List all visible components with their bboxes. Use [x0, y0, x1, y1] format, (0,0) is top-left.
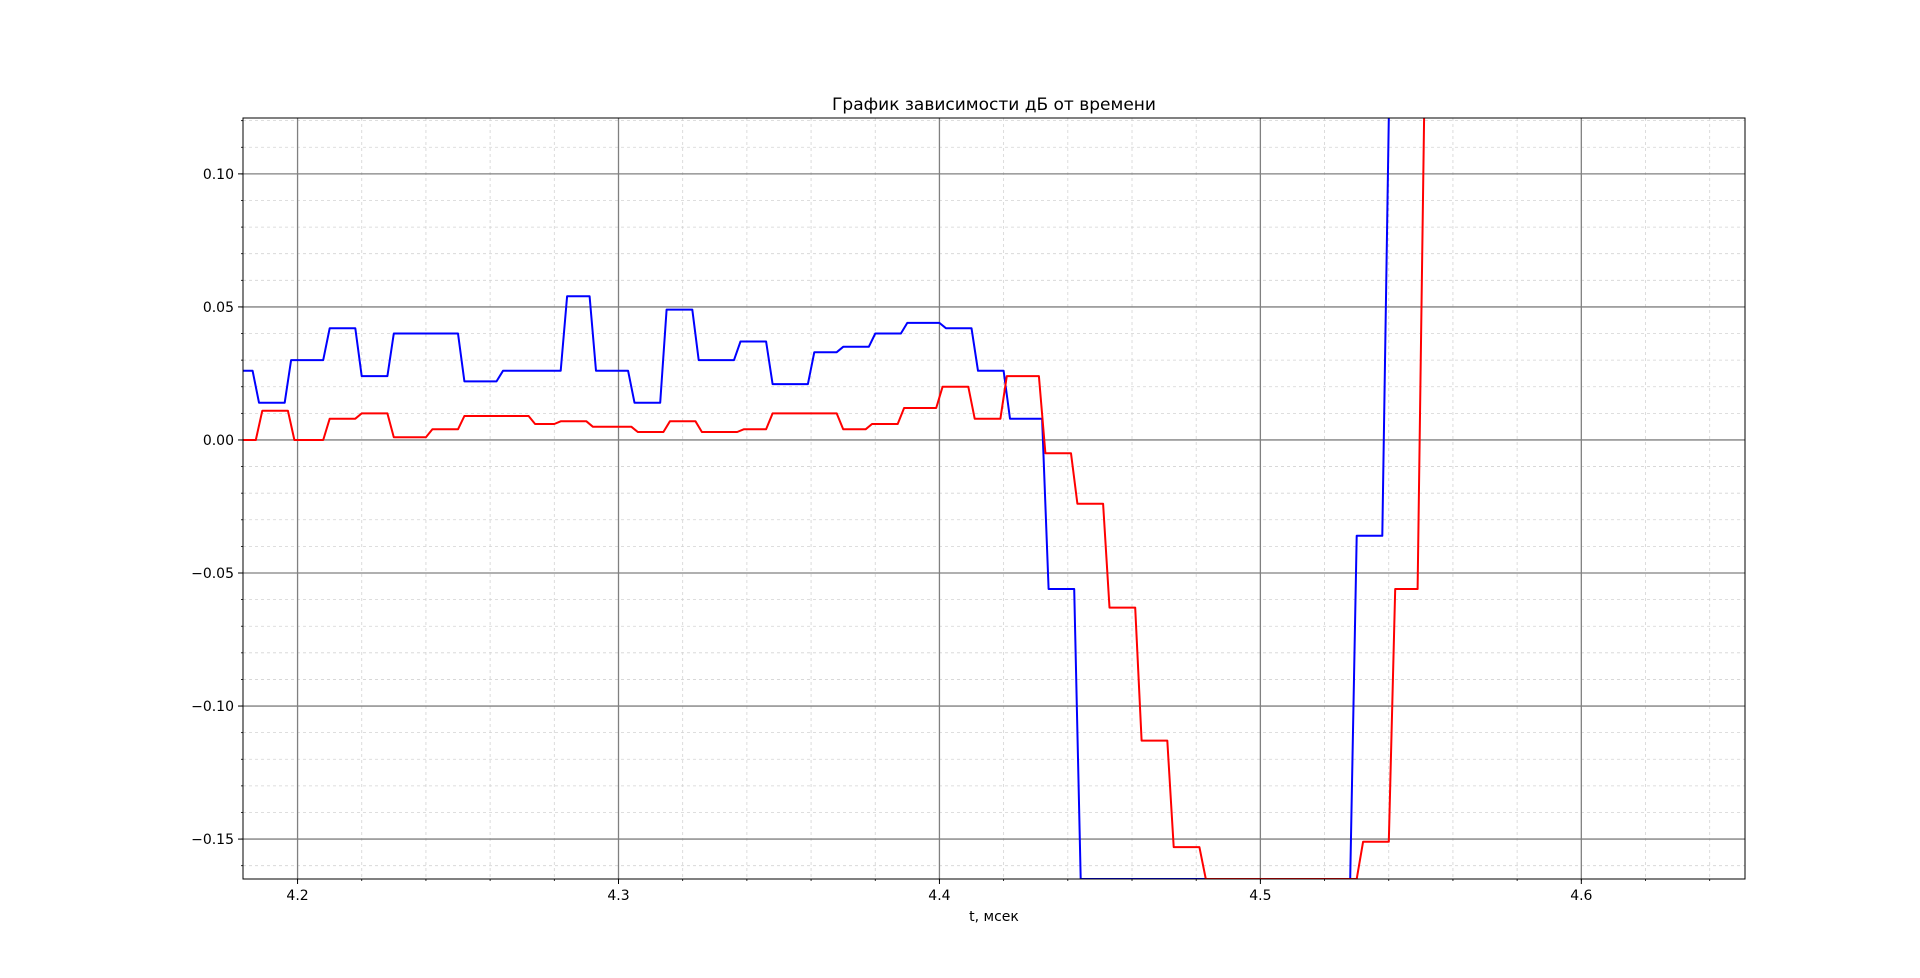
y-tick-label: −0.15 [191, 832, 234, 848]
plot-area-frame [242, 117, 1746, 880]
y-tick-label: −0.10 [191, 699, 234, 715]
series-line-1 [243, 118, 1390, 879]
x-tick-label: 4.6 [1570, 888, 1592, 904]
y-tick-label: 0.10 [203, 167, 234, 183]
y-tick-label: 0.05 [203, 300, 234, 316]
x-tick-label: 4.2 [286, 888, 308, 904]
y-tick-label: −0.05 [191, 566, 234, 582]
x-tick-label: 4.3 [607, 888, 629, 904]
y-tick-label: 0.00 [203, 433, 234, 449]
tick-labels: 4.2 4.3 4.4 4.5 4.6 0.10 0.05 0.00 −0.05 −0.10 −0.… [191, 167, 1592, 904]
x-tick-label: 4.5 [1249, 888, 1271, 904]
series-line-2 [243, 118, 1426, 879]
x-tick-label: 4.4 [928, 888, 950, 904]
x-axis-label: t, мсек [969, 909, 1019, 925]
series-layer [243, 118, 1426, 879]
major-grid [243, 118, 1745, 879]
chart-title: График зависимости дБ от времени [832, 95, 1156, 115]
